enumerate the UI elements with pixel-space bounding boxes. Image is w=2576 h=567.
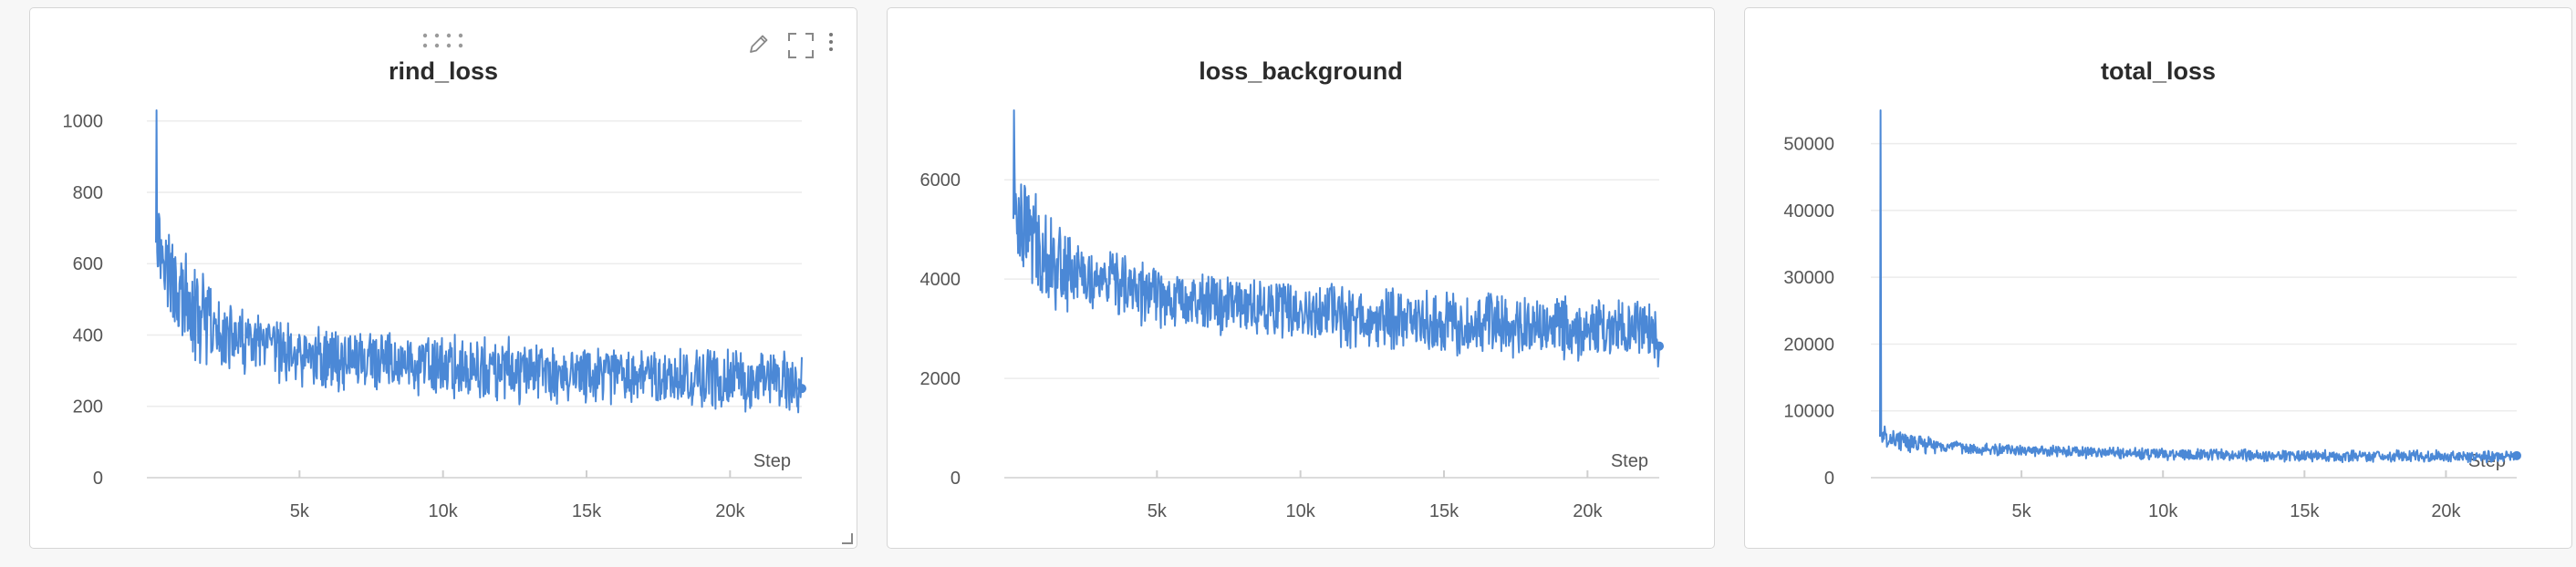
x-tick-label: 15k xyxy=(2290,501,2320,521)
loss-background-plot: 0 2000 4000 6000 5k 10k 15k 20k Step xyxy=(920,109,1664,521)
fullscreen-icon[interactable] xyxy=(787,32,820,65)
x-tick-label: 20k xyxy=(715,501,745,521)
chart-title: rind_loss xyxy=(388,57,499,85)
x-tick-label: 10k xyxy=(1286,501,1316,521)
y-tick-label: 40000 xyxy=(1783,201,1834,222)
x-tick-label: 10k xyxy=(2148,501,2178,521)
y-tick-label: 30000 xyxy=(1783,268,1834,288)
chart-title: loss_background xyxy=(1199,57,1403,85)
y-tick-label: 10000 xyxy=(1783,402,1834,422)
y-tick-label: 6000 xyxy=(920,170,961,191)
y-tick-label: 800 xyxy=(73,183,103,203)
series-line xyxy=(1879,109,2518,464)
x-tick-label: 5k xyxy=(2012,501,2032,521)
x-tick-label: 15k xyxy=(1429,501,1459,521)
rind-loss-plot: 0 200 400 600 800 1000 5k 10k 15k 20k Step xyxy=(63,109,806,521)
x-axis-title: Step xyxy=(753,451,791,471)
y-tick-label: 0 xyxy=(1824,469,1834,489)
drag-handle-icon[interactable] xyxy=(422,32,464,50)
y-tick-label: 400 xyxy=(73,325,103,345)
series-line xyxy=(155,109,803,414)
series-end-point xyxy=(2512,450,2521,460)
chart-panel-loss-background[interactable]: loss_background 0 2000 4000 6000 5k 10k 15k 20k… xyxy=(887,7,1715,549)
y-tick-label: 20000 xyxy=(1783,335,1834,355)
y-tick-label: 4000 xyxy=(920,270,961,290)
x-tick-label: 5k xyxy=(290,501,310,521)
y-tick-label: 200 xyxy=(73,397,103,418)
y-tick-label: 0 xyxy=(93,469,103,489)
more-vertical-icon[interactable] xyxy=(827,32,849,65)
x-tick-label: 15k xyxy=(572,501,602,521)
y-tick-label: 600 xyxy=(73,254,103,274)
series-end-point xyxy=(1655,341,1664,351)
x-axis-title: Step xyxy=(1611,451,1648,471)
x-tick-label: 5k xyxy=(1148,501,1168,521)
y-tick-label: 50000 xyxy=(1783,135,1834,155)
chart-panel-total-loss[interactable]: total_loss 0 10000 20000 30000 40000 50000 5k 1… xyxy=(1744,7,2572,549)
pencil-icon[interactable] xyxy=(747,32,780,65)
chart-title: total_loss xyxy=(2100,57,2217,85)
x-tick-label: 10k xyxy=(429,501,459,521)
series-end-point xyxy=(797,384,806,394)
y-tick-label: 1000 xyxy=(63,112,104,132)
x-tick-label: 20k xyxy=(1573,501,1603,521)
x-tick-label: 20k xyxy=(2431,501,2461,521)
series-line xyxy=(1013,109,1660,368)
chart-panel-rind-loss[interactable]: rind_loss 0 200 400 600 800 1000 5k 10k 15k 20k St… xyxy=(29,7,857,549)
resize-handle-icon[interactable] xyxy=(840,531,853,544)
y-tick-label: 2000 xyxy=(920,369,961,389)
y-tick-label: 0 xyxy=(950,469,961,489)
